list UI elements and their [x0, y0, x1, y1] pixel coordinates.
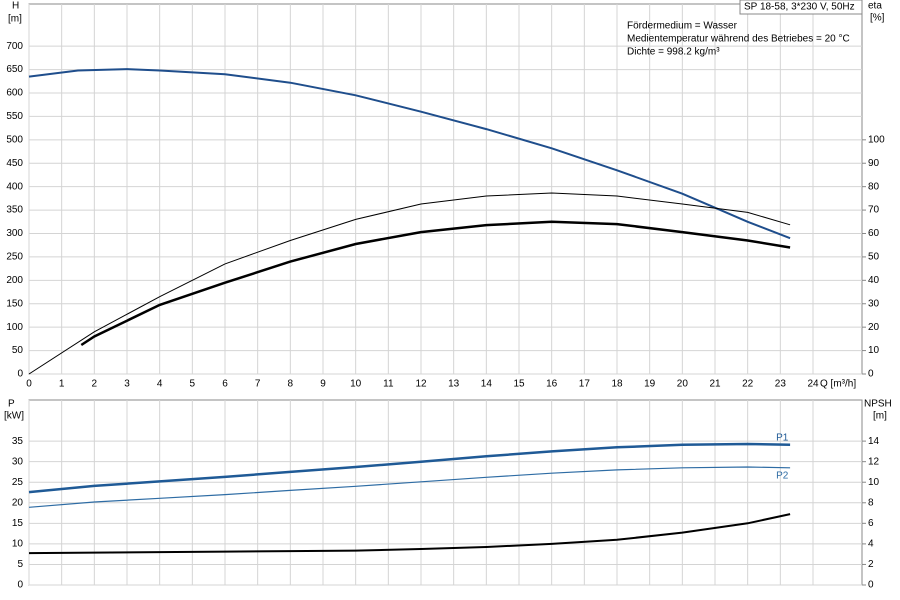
series-label: P2 [776, 470, 789, 481]
plot-area [28, 399, 863, 586]
title-box [739, 0, 863, 15]
x-tick-label: 20 [677, 379, 689, 390]
x-tick-label: 7 [255, 379, 261, 390]
x-tick-label: 5 [190, 379, 196, 390]
x-tick-label: 17 [579, 379, 591, 390]
y-tick-label: 25 [12, 477, 24, 488]
y-tick-label: 5 [17, 559, 23, 570]
y-tick-label: 200 [6, 275, 23, 286]
x-tick-label: 13 [448, 379, 460, 390]
y-tick-label: 35 [12, 436, 24, 447]
x-tick-label: 1 [59, 379, 65, 390]
x-tick-label: 11 [383, 379, 394, 390]
y2-tick-label: 10 [868, 345, 880, 356]
y-tick-label: 20 [12, 497, 24, 508]
series-label: P1 [776, 432, 789, 443]
plot-area [28, 3, 863, 375]
x-tick-label: 0 [26, 379, 32, 390]
annotation: Dichte = 998.2 kg/m³ [627, 47, 720, 58]
y2-tick-label: 30 [868, 298, 880, 309]
curve [28, 513, 791, 555]
annotation: Medientemperatur während des Betriebes =… [627, 34, 850, 45]
annotation: Fördermedium = Wasser [627, 21, 738, 32]
y-tick-label: 50 [12, 345, 24, 356]
y2-unit: [m] [873, 411, 887, 422]
y2-tick-label: 14 [868, 436, 880, 447]
y-tick-label: 10 [12, 539, 24, 550]
y2-tick-label: 6 [868, 518, 874, 529]
y2-label: NPSH [864, 399, 892, 410]
y2-unit: [%] [870, 13, 885, 24]
x-tick-label: 9 [320, 379, 326, 390]
curve [28, 68, 791, 240]
x-tick-label: 8 [288, 379, 294, 390]
y2-tick-label: 20 [868, 322, 880, 333]
x-tick-label: 23 [775, 379, 787, 390]
y-tick-label: 15 [12, 518, 24, 529]
y2-tick-label: 4 [868, 539, 874, 550]
y-unit: [m] [8, 14, 22, 25]
y2-tick-label: 80 [868, 181, 880, 192]
y2-tick-label: 12 [868, 456, 880, 467]
y-tick-label: 150 [6, 298, 23, 309]
y-tick-label: 300 [6, 228, 23, 239]
x-tick-label: 15 [513, 379, 525, 390]
y-tick-label: 600 [6, 88, 23, 99]
x-tick-label: 12 [415, 379, 427, 390]
y-tick-label: 400 [6, 181, 23, 192]
y2-tick-label: 8 [868, 497, 874, 508]
y-tick-label: 700 [6, 41, 23, 52]
chart-title: SP 18-58, 3*230 V, 50Hz [744, 2, 855, 13]
x-tick-label: 2 [92, 379, 98, 390]
x-tick-label: 24 [807, 379, 819, 390]
curve [28, 192, 791, 375]
y-label: H [12, 1, 19, 12]
x-tick-label: 14 [481, 379, 493, 390]
y-tick-label: 30 [12, 456, 24, 467]
x-label: Q [m³/h] [820, 379, 856, 390]
y-tick-label: 500 [6, 134, 23, 145]
y2-label: eta [868, 1, 882, 12]
y2-tick-label: 0 [868, 580, 874, 591]
y-tick-label: 350 [6, 205, 23, 216]
x-tick-label: 21 [709, 379, 721, 390]
x-tick-label: 19 [644, 379, 656, 390]
curve [28, 442, 791, 494]
y2-tick-label: 2 [868, 559, 874, 570]
x-tick-label: 4 [157, 379, 163, 390]
x-tick-label: 3 [124, 379, 130, 390]
y2-tick-label: 50 [868, 252, 880, 263]
curve [28, 466, 791, 508]
y2-tick-label: 100 [868, 134, 885, 145]
y-tick-label: 100 [6, 322, 23, 333]
x-tick-label: 22 [742, 379, 754, 390]
y2-tick-label: 70 [868, 205, 880, 216]
y-tick-label: 450 [6, 158, 23, 169]
x-tick-label: 18 [611, 379, 623, 390]
y2-tick-label: 10 [868, 477, 880, 488]
y-tick-label: 0 [17, 369, 23, 380]
y2-tick-label: 90 [868, 158, 880, 169]
y-tick-label: 250 [6, 252, 23, 263]
x-tick-label: 16 [546, 379, 558, 390]
y-unit: [kW] [4, 411, 24, 422]
y2-tick-label: 0 [868, 369, 874, 380]
x-tick-label: 6 [222, 379, 228, 390]
y-label: P [8, 399, 15, 410]
y-tick-label: 0 [17, 580, 23, 591]
y2-tick-label: 40 [868, 275, 880, 286]
x-tick-label: 10 [350, 379, 362, 390]
y2-tick-label: 60 [868, 228, 880, 239]
y-tick-label: 550 [6, 111, 23, 122]
y-tick-label: 650 [6, 64, 23, 75]
curve [80, 220, 791, 347]
